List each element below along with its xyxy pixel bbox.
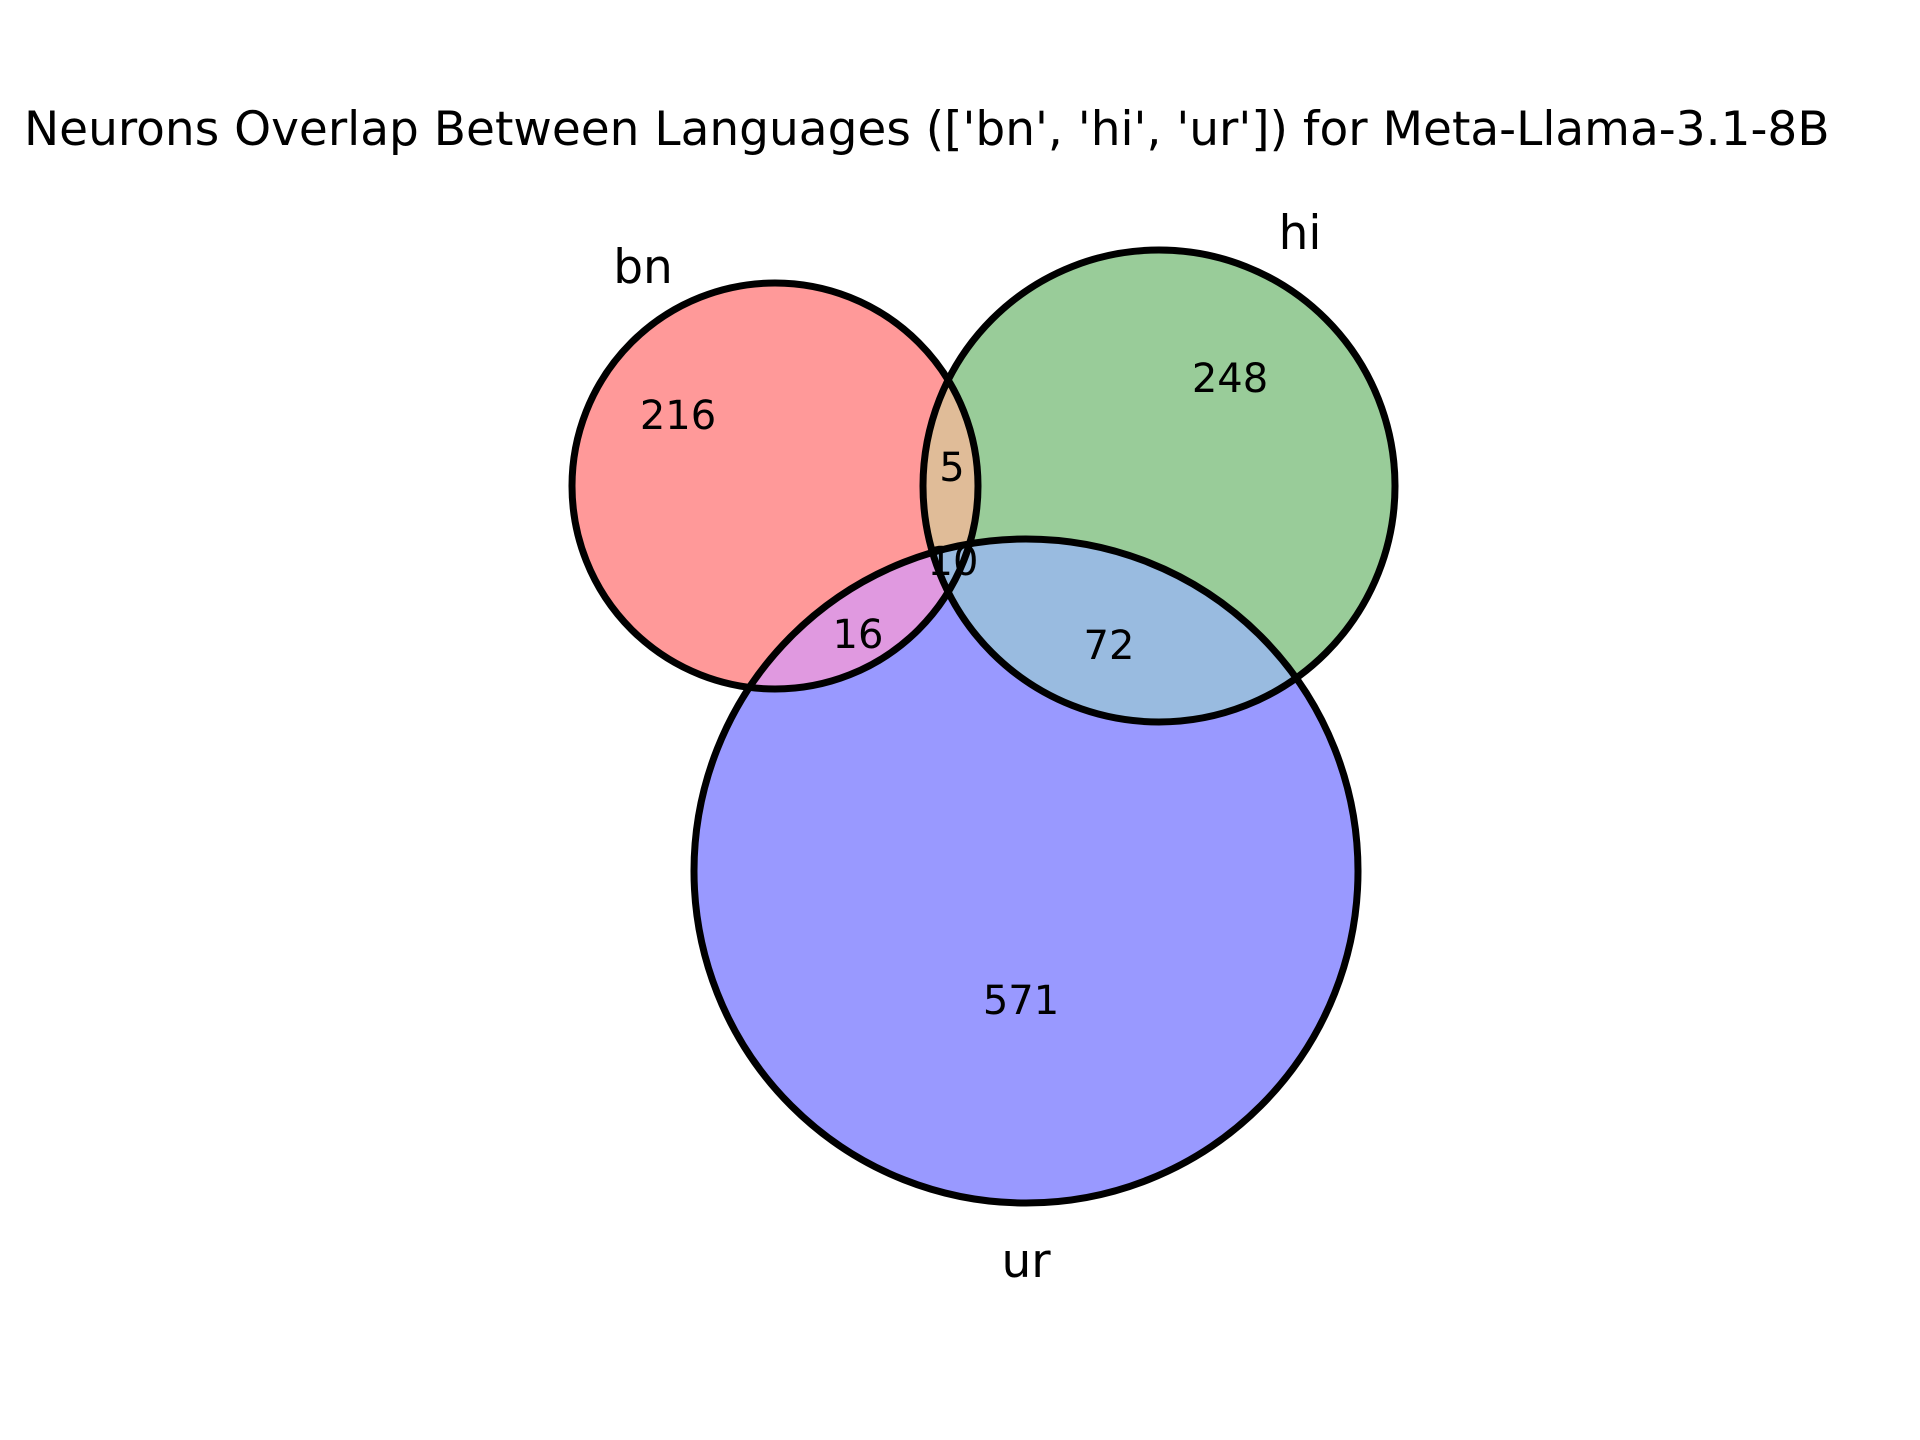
chart-title: Neurons Overlap Between Languages (['bn'… [24, 102, 1830, 157]
count-hi-only: 248 [1192, 356, 1268, 402]
set-label-hi: hi [1279, 206, 1322, 261]
count-bn-only: 216 [640, 393, 716, 439]
hi-ur-region [923, 539, 1358, 722]
count-bn-hi: 5 [939, 445, 964, 491]
count-hi-ur: 72 [1084, 623, 1135, 669]
count-bn-ur: 16 [833, 612, 884, 658]
count-bn-hi-ur: 10 [928, 539, 979, 585]
hi-outline [919, 246, 1399, 726]
set-label-bn: bn [613, 240, 673, 295]
ur-outline [690, 535, 1362, 1207]
bn-outline [568, 279, 982, 693]
set-label-ur: ur [1001, 1234, 1051, 1289]
count-ur-only: 571 [983, 978, 1059, 1024]
